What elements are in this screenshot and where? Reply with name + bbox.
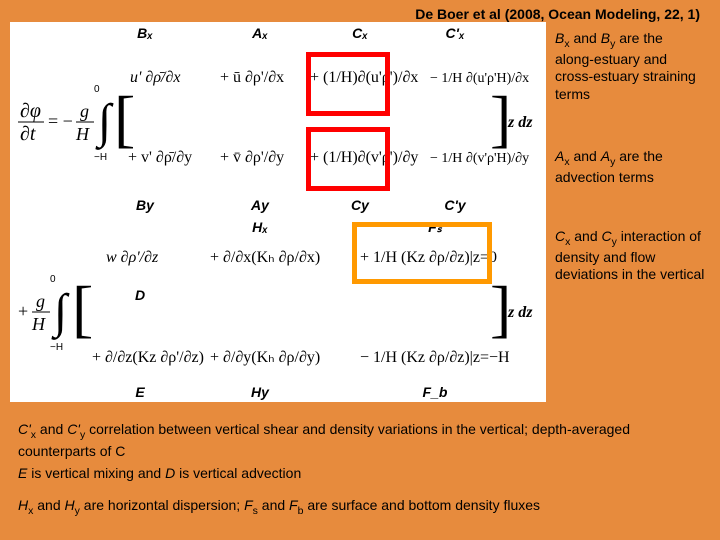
note-C: Cx and Cy interaction of density and flo… xyxy=(555,228,705,284)
highlight-Cy xyxy=(306,127,390,191)
svg-text:− 1/H (Kz ∂ρ/∂z)|z=−H: − 1/H (Kz ∂ρ/∂z)|z=−H xyxy=(360,349,510,366)
svg-text:u' ∂ρ̄/∂x: u' ∂ρ̄/∂x xyxy=(130,69,180,86)
note-HF: Hx and Hy are horizontal dispersion; Fs … xyxy=(18,496,702,518)
label-Cpy: C'y xyxy=(440,197,470,213)
svg-text:+ v' ∂ρ̄/∂y: + v' ∂ρ̄/∂y xyxy=(128,149,192,166)
svg-text:[: [ xyxy=(114,83,135,154)
svg-text:0: 0 xyxy=(94,84,100,95)
label-Ay: Ay xyxy=(245,197,275,213)
svg-text:+ ū ∂ρ'/∂x: + ū ∂ρ'/∂x xyxy=(220,69,284,86)
svg-text:g: g xyxy=(80,101,89,121)
label-Hy: Hy xyxy=(245,384,275,400)
svg-text:z dz: z dz xyxy=(507,304,533,321)
label-By: By xyxy=(130,197,160,213)
svg-text:[: [ xyxy=(72,273,93,344)
note-A: Ax and Ay are the advection terms xyxy=(555,148,705,186)
label-E: E xyxy=(125,384,155,400)
svg-text:z dz: z dz xyxy=(507,114,533,131)
label-D: D xyxy=(125,287,155,303)
label-Cx: Cₓ xyxy=(345,25,375,41)
label-Cy: Cy xyxy=(345,197,375,213)
svg-text:H: H xyxy=(31,314,46,334)
svg-text:w ∂ρ'/∂z: w ∂ρ'/∂z xyxy=(106,249,159,266)
svg-text:−H: −H xyxy=(50,342,63,353)
svg-text:H: H xyxy=(75,124,90,144)
citation: De Boer et al (2008, Ocean Modeling, 22,… xyxy=(415,6,700,22)
svg-text:∂t: ∂t xyxy=(20,123,36,145)
note-Cprime: C'x and C'y correlation between vertical… xyxy=(18,420,702,461)
svg-text:− 1/H ∂(u'ρ'H)/∂x: − 1/H ∂(u'ρ'H)/∂x xyxy=(430,71,529,86)
svg-text:0: 0 xyxy=(50,274,56,285)
svg-text:+ ∂/∂y(Kₕ ∂ρ/∂y): + ∂/∂y(Kₕ ∂ρ/∂y) xyxy=(210,349,320,366)
svg-text:∫: ∫ xyxy=(51,285,70,340)
svg-text:−H: −H xyxy=(94,152,107,163)
note-ED: E is vertical mixing and D is vertical a… xyxy=(18,464,702,482)
svg-text:∂φ: ∂φ xyxy=(20,100,41,122)
svg-text:+ v̄ ∂ρ'/∂y: + v̄ ∂ρ'/∂y xyxy=(220,149,284,166)
highlight-Cx xyxy=(306,52,390,116)
slide-root: De Boer et al (2008, Ocean Modeling, 22,… xyxy=(0,0,720,540)
svg-text:+: + xyxy=(18,301,28,321)
svg-text:+ ∂/∂x(Kₕ ∂ρ/∂x): + ∂/∂x(Kₕ ∂ρ/∂x) xyxy=(210,249,320,266)
svg-text:∫: ∫ xyxy=(95,95,114,150)
label-Fb: F_b xyxy=(420,384,450,400)
svg-text:− 1/H ∂(v'ρ'H)/∂y: − 1/H ∂(v'ρ'H)/∂y xyxy=(430,151,529,166)
label-Ax: Aₓ xyxy=(245,25,275,41)
highlight-Fs xyxy=(352,222,492,284)
svg-text:g: g xyxy=(36,291,45,311)
label-Hx: Hₓ xyxy=(245,219,275,235)
equation-panel: ∂φ ∂t = − g H ∫ 0 −H [ ] u' ∂ρ̄/∂x + ū ∂… xyxy=(10,22,546,402)
note-B: Bx and By are the along-estuary and cros… xyxy=(555,30,705,103)
svg-text:= −: = − xyxy=(48,111,73,131)
label-Cpx: C'ₓ xyxy=(440,25,470,41)
label-Bx: Bₓ xyxy=(130,25,160,41)
svg-text:+ ∂/∂z(Kz ∂ρ'/∂z): + ∂/∂z(Kz ∂ρ'/∂z) xyxy=(92,349,204,366)
